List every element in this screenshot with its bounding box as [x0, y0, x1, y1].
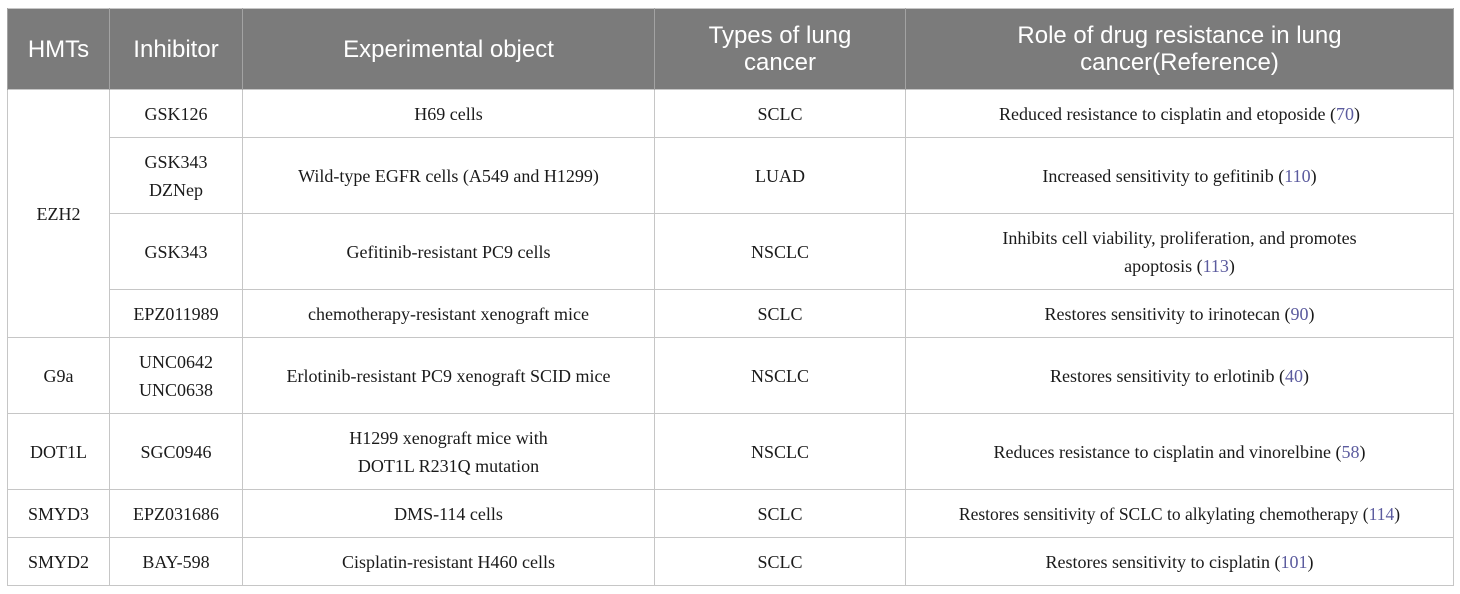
reference-link[interactable]: 110	[1284, 165, 1311, 186]
role-close-paren: )	[1228, 255, 1235, 276]
role-close-paren: )	[1310, 165, 1317, 186]
role-close-paren: )	[1353, 103, 1360, 124]
role-close-paren: )	[1308, 303, 1315, 324]
cancer-type-cell: SCLC	[654, 537, 906, 586]
hmt-cell-smyd3: SMYD3	[7, 489, 110, 538]
reference-link[interactable]: 113	[1202, 255, 1229, 276]
hmt-cell-dot1l: DOT1L	[7, 413, 110, 490]
role-text: Reduced resistance to cisplatin and etop…	[999, 103, 1336, 124]
inhibitor-cell: UNC0642 UNC0638	[109, 337, 243, 414]
table-row: GSK343 DZNep Wild-type EGFR cells (A549 …	[8, 137, 1454, 214]
cancer-type-cell: NSCLC	[654, 213, 906, 290]
cancer-type-cell: NSCLC	[654, 413, 906, 490]
role-cell: Reduces resistance to cisplatin and vino…	[905, 413, 1454, 490]
table-row: SMYD3 EPZ031686 DMS-114 cells SCLC Resto…	[7, 489, 1454, 538]
reference-link[interactable]: 90	[1290, 303, 1309, 324]
experimental-object-cell: chemotherapy-resistant xenograft mice	[242, 289, 655, 338]
reference-link[interactable]: 58	[1341, 441, 1360, 462]
inhibitor-cell: GSK126	[109, 89, 243, 138]
role-text: Restores sensitivity of SCLC to alkylati…	[958, 503, 1369, 524]
role-cell: Increased sensitivity to gefitinib (110)	[905, 137, 1454, 214]
experimental-object-cell: Cisplatin-resistant H460 cells	[242, 537, 655, 586]
header-types-of-lung-cancer: Types of lung cancer	[654, 8, 906, 90]
role-text: Restores sensitivity to cisplatin (	[1045, 551, 1281, 572]
experimental-object-cell: DMS-114 cells	[242, 489, 655, 538]
experimental-object-cell: Wild-type EGFR cells (A549 and H1299)	[242, 137, 655, 214]
cancer-type-cell: SCLC	[654, 289, 906, 338]
inhibitor-cell: BAY-598	[109, 537, 243, 586]
cancer-type-cell: SCLC	[654, 89, 906, 138]
hmt-inhibitor-table: HMTs Inhibitor Experimental object Types…	[7, 8, 1454, 586]
inhibitor-cell: GSK343	[109, 213, 243, 290]
role-text: Increased sensitivity to gefitinib (	[1042, 165, 1285, 186]
header-hmts: HMTs	[7, 8, 110, 90]
role-close-paren: )	[1359, 441, 1366, 462]
role-cell: Restores sensitivity to erlotinib (40)	[905, 337, 1454, 414]
cancer-type-cell: NSCLC	[654, 337, 906, 414]
table-row: GSK343 Gefitinib-resistant PC9 cells NSC…	[8, 213, 1454, 290]
role-close-paren: )	[1302, 365, 1309, 386]
table-row: G9a UNC0642 UNC0638 Erlotinib-resistant …	[7, 337, 1454, 414]
header-inhibitor: Inhibitor	[109, 8, 243, 90]
inhibitor-cell: SGC0946	[109, 413, 243, 490]
cancer-type-cell: LUAD	[654, 137, 906, 214]
inhibitor-cell: GSK343 DZNep	[109, 137, 243, 214]
reference-link[interactable]: 70	[1335, 103, 1354, 124]
table-row: DOT1L SGC0946 H1299 xenograft mice with …	[7, 413, 1454, 490]
role-close-paren: )	[1307, 551, 1314, 572]
role-cell: Restores sensitivity to cisplatin (101)	[905, 537, 1454, 586]
cancer-type-cell: SCLC	[654, 489, 906, 538]
hmt-cell-ezh2: EZH2	[7, 89, 110, 338]
inhibitor-cell: EPZ011989	[109, 289, 243, 338]
header-role-of-drug-resistance: Role of drug resistance in lung cancer(R…	[905, 8, 1454, 90]
role-cell: Reduced resistance to cisplatin and etop…	[905, 89, 1454, 138]
experimental-object-cell: H1299 xenograft mice with DOT1L R231Q mu…	[242, 413, 655, 490]
role-text: Inhibits cell viability, proliferation, …	[1002, 227, 1357, 276]
experimental-object-cell: H69 cells	[242, 89, 655, 138]
role-cell: Restores sensitivity of SCLC to alkylati…	[905, 489, 1454, 538]
inhibitor-cell: EPZ031686	[109, 489, 243, 538]
experimental-object-cell: Gefitinib-resistant PC9 cells	[242, 213, 655, 290]
header-row: HMTs Inhibitor Experimental object Types…	[7, 8, 1454, 90]
experimental-object-cell: Erlotinib-resistant PC9 xenograft SCID m…	[242, 337, 655, 414]
table-row: EZH2 GSK126 H69 cells SCLC Reduced resis…	[7, 89, 1454, 338]
table-container: HMTs Inhibitor Experimental object Types…	[7, 8, 1454, 586]
role-text: Restores sensitivity to erlotinib (	[1050, 365, 1285, 386]
reference-link[interactable]: 114	[1368, 503, 1395, 524]
role-close-paren: )	[1394, 503, 1401, 524]
hmt-cell-smyd2: SMYD2	[7, 537, 110, 586]
header-experimental-object: Experimental object	[242, 8, 655, 90]
role-text: Restores sensitivity to irinotecan (	[1044, 303, 1291, 324]
table-row: EPZ011989 chemotherapy-resistant xenogra…	[8, 289, 1454, 338]
role-cell: Restores sensitivity to irinotecan (90)	[905, 289, 1454, 338]
role-text: Reduces resistance to cisplatin and vino…	[993, 441, 1342, 462]
role-cell: Inhibits cell viability, proliferation, …	[905, 213, 1454, 290]
reference-link[interactable]: 101	[1280, 551, 1308, 572]
hmt-cell-g9a: G9a	[7, 337, 110, 414]
table-row: SMYD2 BAY-598 Cisplatin-resistant H460 c…	[7, 537, 1454, 586]
reference-link[interactable]: 40	[1284, 365, 1303, 386]
